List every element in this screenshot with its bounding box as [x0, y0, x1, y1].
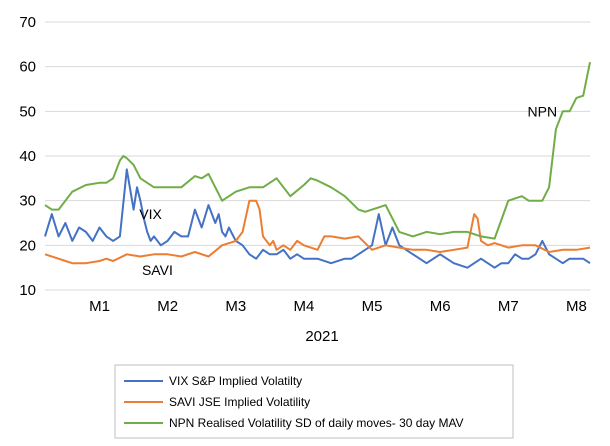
- legend-entry-label: SAVI JSE Implied Volatility: [169, 395, 310, 409]
- y-tick-label: 70: [19, 14, 36, 31]
- x-tick-label: M4: [293, 298, 314, 315]
- y-tick-label: 60: [19, 59, 36, 76]
- x-tick-label: M3: [225, 298, 246, 315]
- series-lines: [44, 62, 591, 269]
- x-tick-label: M8: [566, 298, 587, 315]
- y-tick-label: 20: [19, 237, 36, 254]
- y-tick-label: 30: [19, 193, 36, 210]
- annotations: VIX SAVI NPN: [139, 103, 557, 278]
- x-tick-label: M6: [430, 298, 451, 315]
- series-line-3: [44, 62, 591, 240]
- y-tick-label: 50: [19, 103, 36, 120]
- y-tick-label: 10: [19, 282, 36, 299]
- legend-box: [114, 364, 514, 439]
- legend-entry-label: NPN Realised Volatility SD of daily move…: [169, 416, 464, 430]
- series-line-1: [44, 168, 591, 269]
- x-tick-label: M7: [498, 298, 519, 315]
- y-tick-label: 40: [19, 148, 36, 165]
- x-axis-title: 2021: [305, 328, 338, 345]
- x-tick-label: M2: [157, 298, 178, 315]
- legend-entry-label: VIX S&P Implied Volatilty: [169, 374, 302, 388]
- x-tick-label: M1: [89, 298, 110, 315]
- legend: VIX S&P Implied Volatilty SAVI JSE Implie…: [114, 364, 514, 439]
- x-tick-label: M5: [362, 298, 383, 315]
- annotation-label: NPN: [528, 103, 558, 119]
- annotation-label: VIX: [139, 206, 162, 222]
- x-tick-labels: M1 M2 M3 M4 M5 M6 M7 M8: [89, 298, 587, 315]
- series-line-2: [44, 199, 591, 265]
- y-tick-labels: 10 20 30 40 50 60 70: [19, 14, 36, 299]
- annotation-label: SAVI: [142, 262, 173, 278]
